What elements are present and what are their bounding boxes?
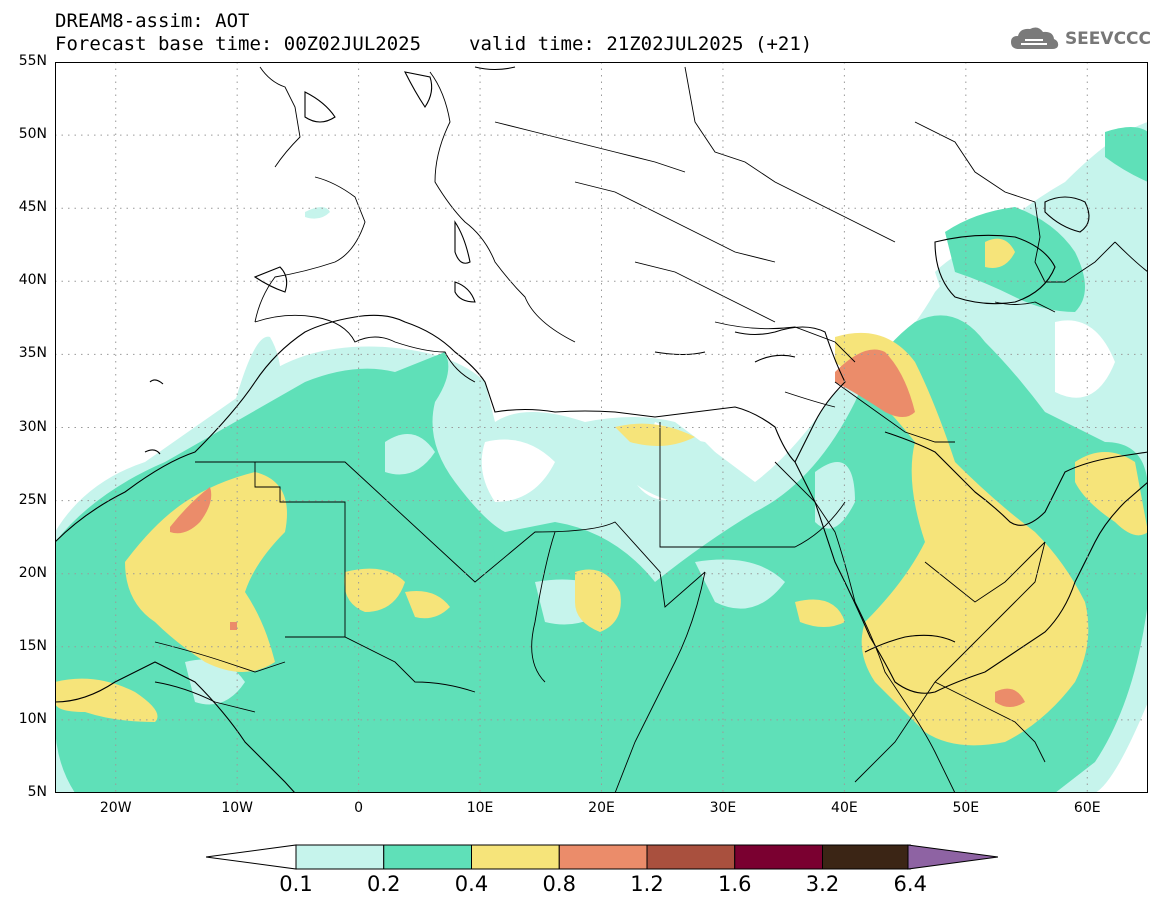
map-title: DREAM8-assim: AOT bbox=[55, 10, 250, 32]
colorbar-over-arrow bbox=[907, 844, 998, 870]
colorbar-tick-label: 0.4 bbox=[454, 872, 489, 896]
aot-level-0.4 bbox=[55, 238, 1148, 746]
lat-label: 15N bbox=[18, 637, 47, 654]
colorbar-box bbox=[734, 844, 823, 870]
lon-label: 20E bbox=[588, 800, 615, 816]
colorbar-tick-label: 0.1 bbox=[279, 872, 313, 896]
aot-map bbox=[55, 62, 1148, 793]
colorbar-box bbox=[295, 844, 385, 870]
lat-label: 25N bbox=[18, 491, 47, 508]
lon-label: 20W bbox=[99, 800, 132, 816]
colorbar-tick-label: 0.2 bbox=[367, 872, 401, 896]
lon-label: 0 bbox=[354, 800, 364, 816]
cloud-icon bbox=[1010, 27, 1059, 49]
lat-label: 45N bbox=[18, 199, 47, 216]
colorbar-box bbox=[646, 844, 736, 870]
coastlines bbox=[55, 66, 1148, 793]
colorbar-box bbox=[383, 844, 472, 870]
lon-label: 30E bbox=[709, 800, 737, 816]
logo-text: SEEVCCC bbox=[1064, 29, 1151, 49]
colorbar-under-arrow bbox=[206, 844, 297, 870]
colorbar bbox=[206, 844, 998, 870]
colorbar-box bbox=[558, 844, 648, 870]
colorbar-tick-label: 3.2 bbox=[805, 872, 840, 896]
valid-time: valid time: 21Z02JUL2025 (+21) bbox=[469, 33, 813, 55]
lat-label: 20N bbox=[18, 564, 47, 581]
lon-label: 40E bbox=[831, 800, 858, 816]
lat-label: 10N bbox=[18, 710, 47, 727]
aot-level-0.8 bbox=[170, 349, 1025, 707]
colorbar-tick-label: 0.8 bbox=[542, 872, 576, 896]
colorbar-tick-label: 1.2 bbox=[630, 872, 664, 896]
colorbar-tick-label: 6.4 bbox=[893, 872, 927, 896]
colorbar-box bbox=[471, 844, 560, 870]
seevccc-logo: SEEVCCC bbox=[1009, 25, 1151, 53]
lat-label: 50N bbox=[18, 126, 47, 143]
graticule bbox=[55, 62, 1148, 793]
lat-label: 55N bbox=[18, 53, 47, 69]
lon-label: 10W bbox=[221, 800, 253, 816]
lon-label: 60E bbox=[1073, 800, 1101, 816]
colorbar-box bbox=[822, 844, 911, 870]
lat-label: 35N bbox=[18, 345, 47, 362]
colorbar-tick-label: 1.6 bbox=[718, 872, 752, 896]
map-subtitle: Forecast base time: 00Z02JUL2025 valid ti… bbox=[55, 33, 812, 55]
lat-label: 5N bbox=[27, 784, 47, 800]
lat-label: 40N bbox=[18, 272, 47, 289]
country-borders bbox=[154, 66, 1148, 793]
lon-label: 50E bbox=[952, 800, 980, 816]
base-time: Forecast base time: 00Z02JUL2025 bbox=[55, 33, 422, 55]
lon-label: 10E bbox=[466, 800, 494, 816]
lat-label: 30N bbox=[18, 418, 47, 435]
